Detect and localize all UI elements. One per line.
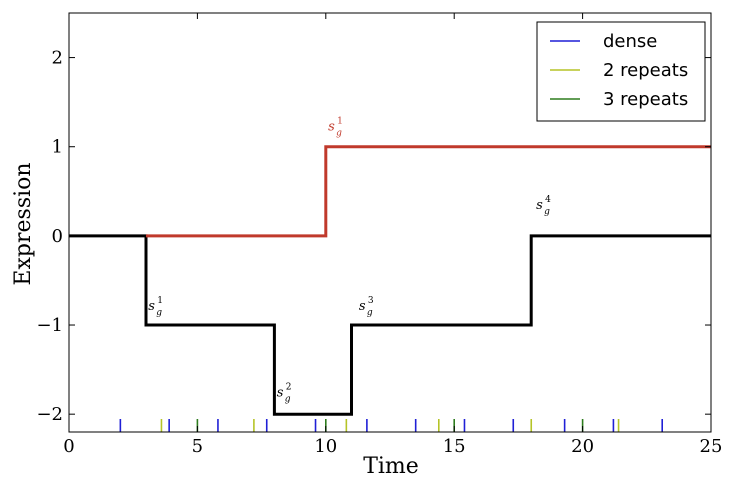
step-annotations: s g1s g1s g2s g3s g4 [148, 117, 551, 405]
x-tick-label: 20 [571, 436, 594, 457]
y-tick-label: 2 [52, 48, 63, 69]
annotation-superscript: 1 [157, 296, 163, 306]
x-tick-label: 10 [314, 436, 337, 457]
legend: dense 2 repeats 3 repeats [536, 21, 706, 122]
annotation-subscript: g [367, 308, 373, 318]
annotation-superscript: 1 [337, 117, 343, 127]
legend-box [536, 21, 706, 122]
annotation-superscript: 4 [545, 195, 551, 205]
plot-content [69, 145, 711, 416]
y-axis-label: Expression [11, 162, 36, 285]
annotation-subscript: g [285, 394, 291, 404]
y-tick-label: −1 [36, 315, 63, 336]
legend-label: dense [603, 31, 657, 52]
annotation-base: s [359, 299, 366, 314]
annotation-base: s [328, 120, 335, 135]
step-annotation: s g 4 [536, 195, 551, 217]
annotation-subscript: g [336, 129, 342, 139]
plot-frame [68, 12, 712, 433]
annotation-superscript: 3 [368, 296, 374, 306]
step-annotation: s g 1 [328, 117, 343, 139]
y-tick-label: 0 [52, 226, 63, 247]
x-tick-label: 5 [192, 436, 203, 457]
x-axis-label: Time [363, 454, 419, 479]
annotation-base: s [148, 299, 155, 314]
step-annotation: s g 2 [277, 382, 292, 404]
sampling-ticks [119, 419, 664, 432]
annotation-base: s [277, 385, 284, 400]
y-tick-label: 1 [52, 137, 63, 158]
annotation-subscript: g [544, 207, 550, 217]
x-tick-label: 0 [63, 436, 74, 457]
annotation-superscript: 2 [286, 382, 292, 392]
series-line-1 [69, 234, 711, 416]
step-annotation: s g 1 [148, 296, 163, 318]
legend-label: 2 repeats [603, 60, 688, 81]
legend-label: 3 repeats [603, 89, 688, 110]
step-annotation: s g 3 [359, 296, 374, 318]
x-tick-label: 25 [700, 436, 723, 457]
annotation-subscript: g [156, 308, 162, 318]
x-tick-label: 15 [443, 436, 466, 457]
annotation-base: s [536, 198, 543, 213]
y-tick-label: −2 [36, 404, 63, 425]
series-line-0 [146, 145, 711, 238]
